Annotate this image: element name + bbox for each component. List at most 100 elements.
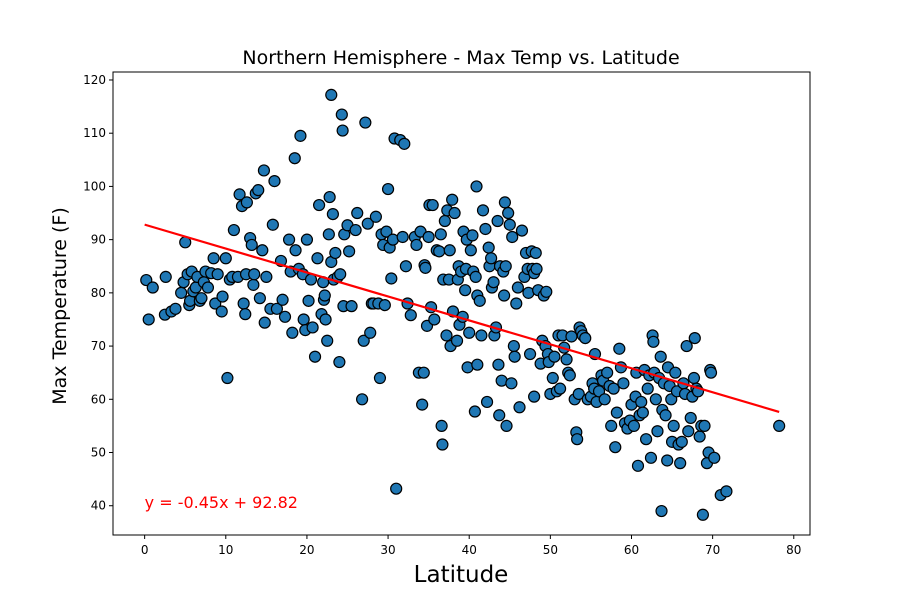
data-point: [233, 188, 246, 201]
data-point: [399, 260, 413, 273]
data-point: [266, 218, 279, 231]
data-point: [506, 230, 519, 244]
data-point: [497, 289, 511, 302]
data-point: [336, 124, 349, 137]
data-point: [380, 225, 393, 238]
data-point: [289, 244, 302, 257]
data-point: [268, 174, 281, 188]
data-point: [698, 419, 711, 433]
data-point: [175, 286, 188, 299]
data-point: [464, 244, 477, 257]
x-tick-label: 70: [705, 543, 720, 557]
y-tick-label: 80: [91, 286, 106, 300]
data-point: [333, 355, 346, 369]
data-point: [515, 224, 529, 237]
x-axis: 0 10 20 30 40 50 60 70 80: [141, 535, 801, 557]
data-point: [237, 297, 250, 310]
data-point: [654, 350, 667, 363]
data-point: [334, 268, 347, 281]
data-point: [211, 268, 224, 281]
data-point: [470, 180, 483, 193]
data-point: [276, 293, 289, 306]
data-point: [385, 272, 398, 285]
data-point: [499, 260, 512, 273]
data-point: [546, 371, 559, 385]
data-point: [325, 88, 338, 101]
data-point: [571, 433, 584, 446]
data-point: [221, 371, 234, 385]
data-point: [433, 245, 446, 258]
data-point: [146, 281, 159, 294]
data-point: [257, 164, 271, 177]
data-point: [253, 292, 266, 305]
data-point: [286, 326, 299, 339]
data-point: [661, 454, 674, 467]
data-point: [674, 457, 687, 470]
data-point: [373, 371, 387, 385]
data-point: [195, 292, 208, 305]
data-point: [684, 411, 697, 425]
y-axis: 40 50 60 70 80 90 100 110 120: [83, 73, 113, 513]
data-point: [311, 252, 324, 265]
data-point: [613, 342, 626, 355]
data-point: [475, 329, 488, 342]
data-point: [511, 281, 524, 294]
y-tick-label: 100: [83, 179, 106, 193]
data-point: [312, 198, 326, 212]
data-point: [667, 419, 680, 433]
data-point: [463, 326, 476, 339]
data-point: [651, 425, 664, 438]
data-point: [649, 393, 662, 406]
data-point: [639, 433, 653, 446]
data-point: [302, 294, 315, 307]
data-point: [260, 270, 273, 283]
data-point: [598, 393, 611, 406]
data-point: [688, 331, 701, 345]
data-point: [655, 504, 668, 518]
data-point: [502, 206, 515, 220]
data-point: [687, 371, 701, 385]
data-point: [540, 285, 553, 298]
data-point: [631, 459, 645, 472]
data-point: [256, 244, 269, 257]
data-point: [500, 419, 513, 433]
y-tick-label: 120: [83, 73, 106, 87]
data-point: [492, 358, 505, 371]
data-point: [207, 252, 220, 265]
data-point: [306, 321, 319, 334]
data-point: [326, 207, 339, 221]
data-point: [579, 331, 592, 345]
regression-line: [144, 223, 780, 413]
data-point: [459, 284, 472, 297]
data-point: [480, 395, 494, 409]
data-point: [510, 297, 523, 310]
data-point: [428, 313, 441, 326]
plot-frame: [112, 71, 811, 536]
data-point: [245, 238, 258, 252]
chart-title: Northern Hemisphere - Max Temp vs. Latit…: [242, 47, 679, 69]
y-tick-label: 70: [91, 339, 106, 353]
data-point: [605, 419, 618, 433]
data-point: [322, 228, 335, 241]
y-tick-label: 90: [91, 233, 106, 247]
data-point: [675, 435, 688, 448]
data-point: [240, 196, 253, 209]
data-point: [659, 409, 672, 422]
data-point: [247, 278, 260, 291]
data-point: [159, 270, 172, 283]
data-point: [680, 339, 693, 353]
data-point: [476, 204, 490, 217]
data-point: [487, 276, 500, 289]
data-point: [426, 198, 439, 212]
data-point: [443, 244, 456, 257]
data-point: [321, 334, 334, 347]
data-point: [297, 313, 310, 326]
data-point: [294, 129, 307, 142]
data-point: [485, 252, 498, 265]
data-point: [773, 419, 786, 433]
data-point: [323, 190, 336, 204]
data-point: [300, 233, 314, 246]
y-axis-label: Max Temperature (F): [49, 207, 71, 404]
data-point: [364, 326, 377, 339]
